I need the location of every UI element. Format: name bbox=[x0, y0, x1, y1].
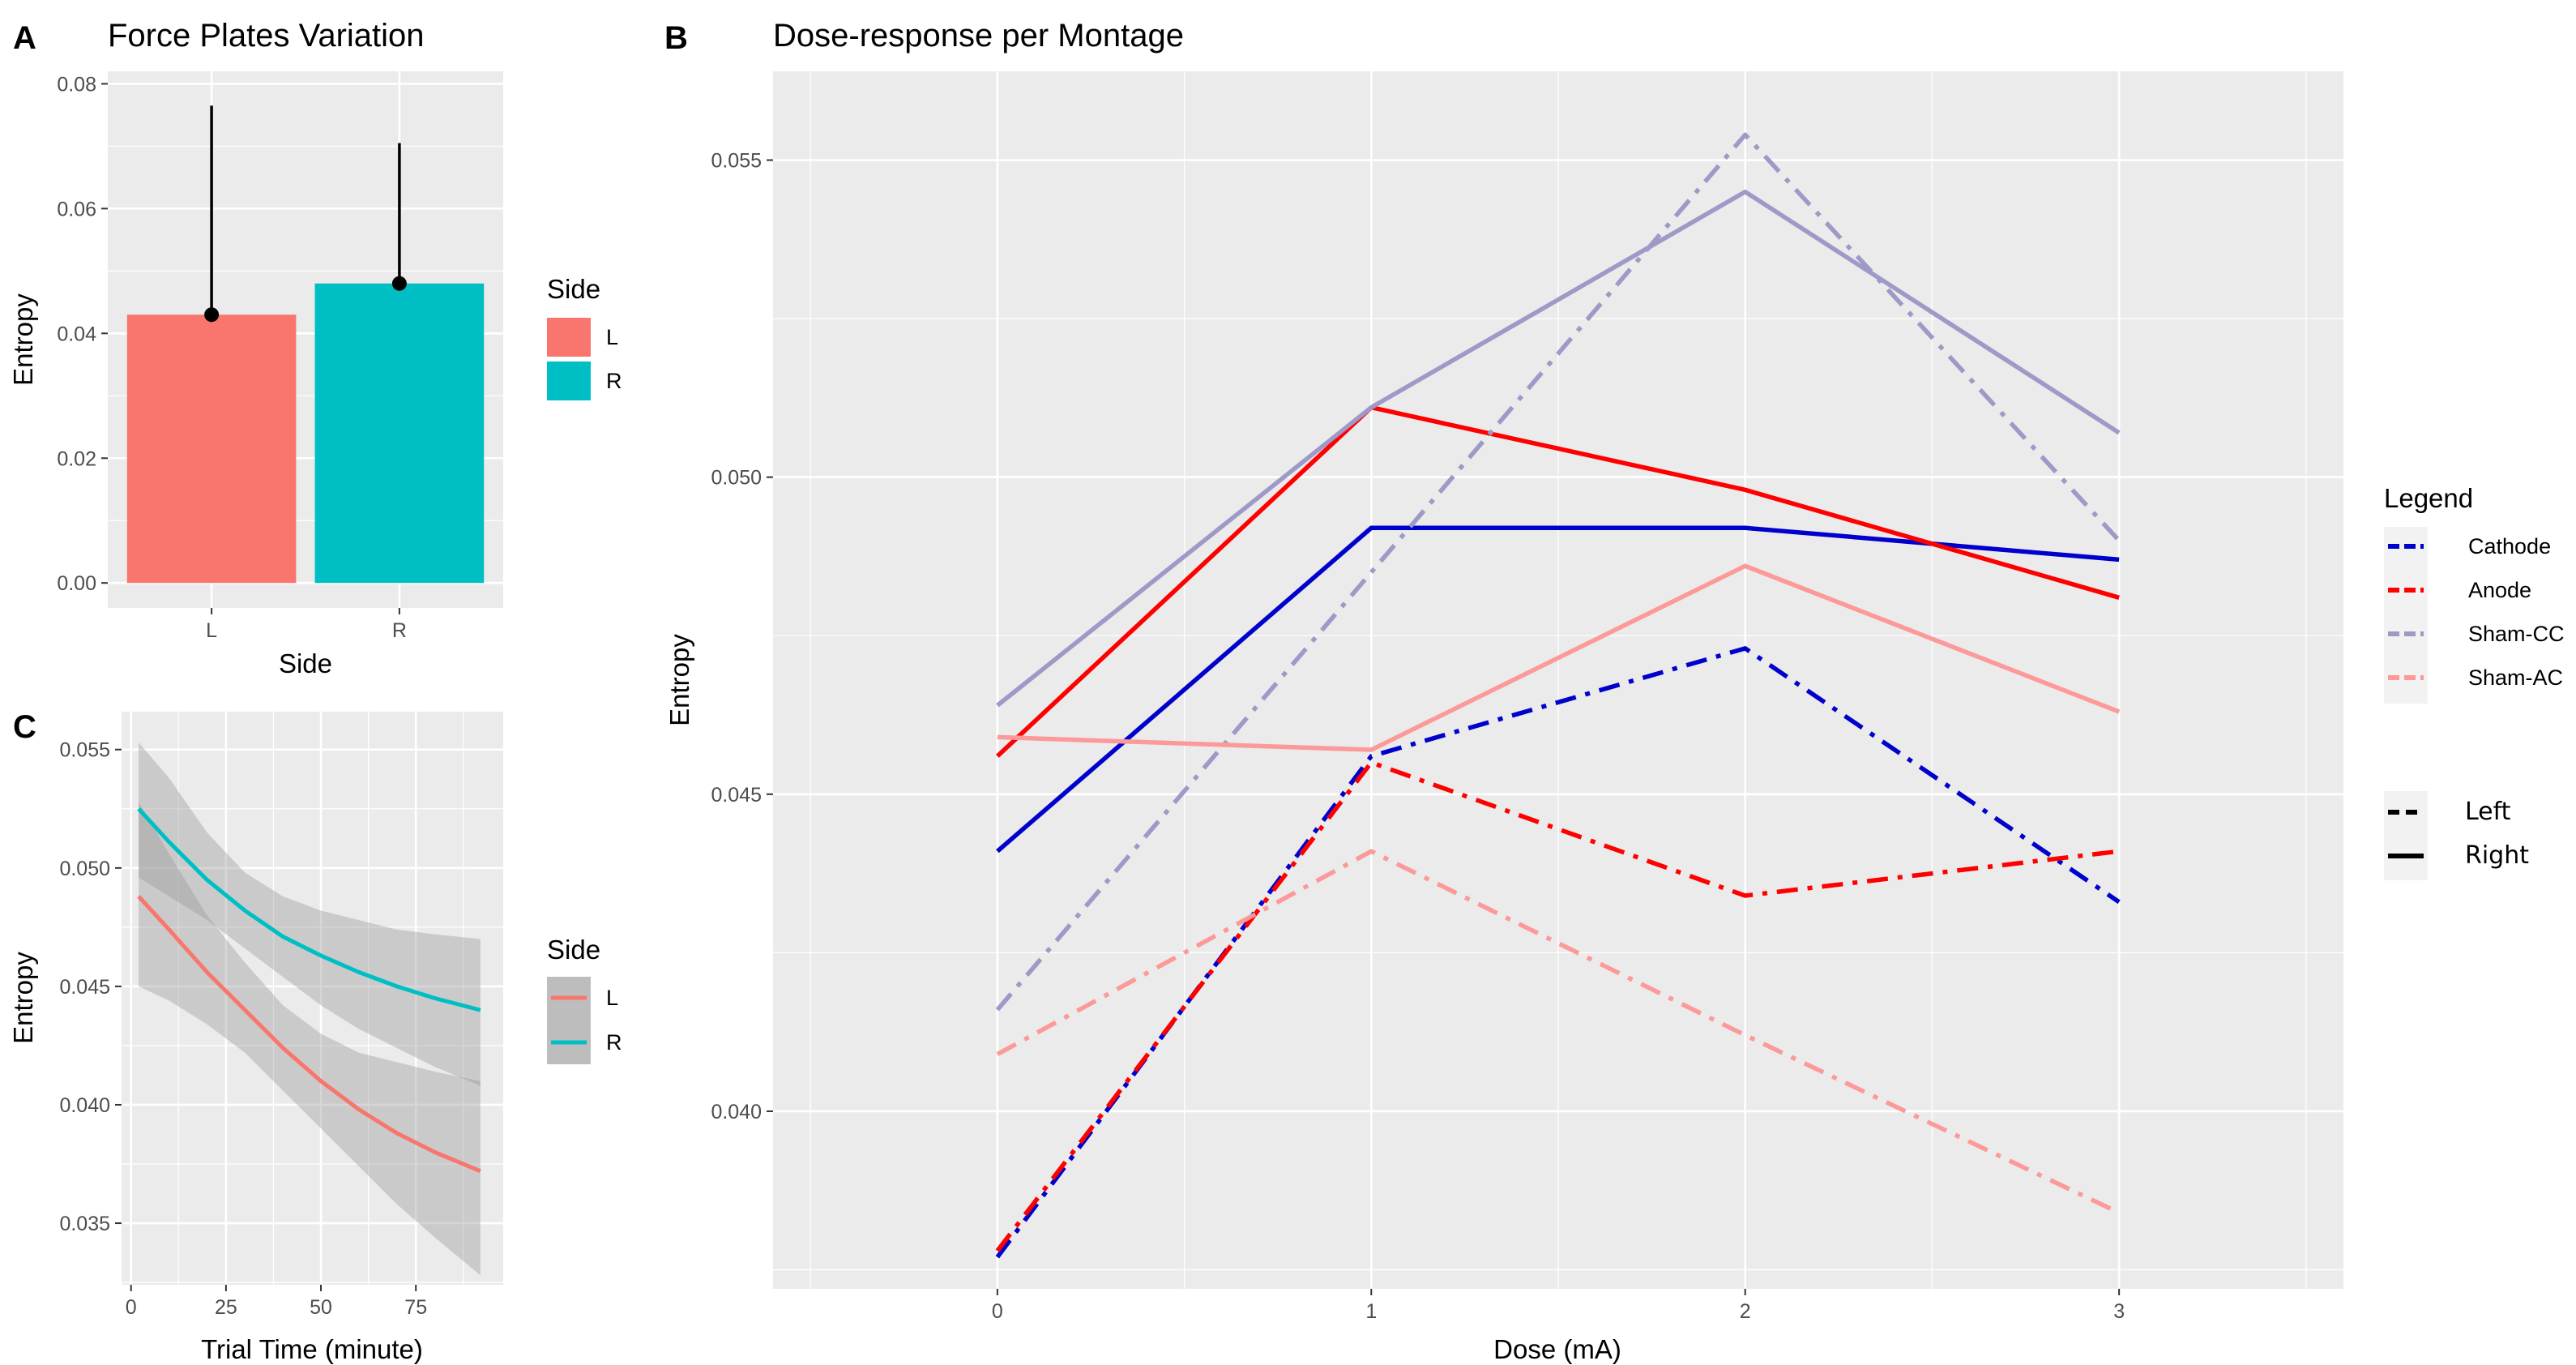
panel-b-ytick-label: 0.040 bbox=[711, 1101, 762, 1123]
panel-b-ytick-label: 0.045 bbox=[711, 784, 762, 807]
panel-a-xtick-label: L bbox=[206, 619, 217, 642]
panel-b-xtick-label: 3 bbox=[2113, 1300, 2125, 1323]
panel-b: B Dose-response per Montage 0.0400.0450.… bbox=[664, 18, 2565, 1364]
series-line-sham-cc-left bbox=[995, 132, 2121, 1012]
panel-a-ytick-label: 0.06 bbox=[57, 198, 96, 220]
panel-c-ytick-label: 0.045 bbox=[59, 976, 110, 999]
panel-c-legend-label-l: L bbox=[606, 986, 618, 1010]
panel-a-ytick-label: 0.04 bbox=[57, 323, 96, 345]
panel-a-legend-title: Side bbox=[547, 274, 600, 304]
bar-l bbox=[126, 315, 297, 584]
panel-b-ticks: 0.040 0.045 0.050 0.055 0 1 2 3 bbox=[711, 150, 2125, 1323]
series-line-sham-ac-right bbox=[997, 563, 2121, 752]
legend-label-sham-cc: Sham-CC bbox=[2468, 622, 2565, 646]
panel-a-tag: A bbox=[13, 20, 36, 56]
series-line-anode-left bbox=[995, 760, 2120, 1252]
panel-c-tag: C bbox=[13, 709, 36, 745]
panel-c-xtick-label: 25 bbox=[215, 1296, 237, 1319]
panel-c-legend-key-bg bbox=[547, 977, 591, 1064]
panel-a-ytick-label: 0.08 bbox=[57, 73, 96, 96]
smooth-line-l bbox=[137, 895, 481, 1174]
panel-c-ytick-label: 0.035 bbox=[59, 1213, 110, 1235]
panel-c-ticks: 0.035 0.040 0.045 0.050 0.055 0 25 50 75 bbox=[59, 739, 427, 1319]
series-line-cathode-left bbox=[995, 646, 2121, 1259]
panel-c-grid bbox=[122, 712, 503, 1285]
panel-a-legend-label-l: L bbox=[606, 325, 618, 349]
panel-a-legend: Side L R bbox=[547, 274, 622, 400]
panel-b-grid bbox=[773, 71, 2343, 1289]
legend-label-cathode: Cathode bbox=[2468, 534, 2551, 558]
panel-b-ylabel: Entropy bbox=[664, 634, 694, 726]
panel-c-ytick-label: 0.050 bbox=[59, 858, 110, 880]
series-line-sham-ac-left bbox=[996, 849, 2121, 1215]
panel-b-legend-linetype-bg bbox=[2384, 791, 2428, 880]
ci-band-r bbox=[139, 742, 481, 1086]
panel-b-legend: Legend Cathode Anode Sham-CC Sham-AC Lef… bbox=[2384, 483, 2565, 880]
panel-b-legend-key-bg bbox=[2384, 527, 2428, 704]
mean-point-r bbox=[391, 276, 407, 291]
panel-c-legend-title: Side bbox=[547, 935, 600, 965]
panel-b-xtick-label: 1 bbox=[1365, 1300, 1377, 1323]
panel-a: A Force Plates Variation 0.000.020.040.0… bbox=[8, 18, 622, 678]
panel-a-xtick-label: R bbox=[392, 619, 407, 642]
panel-a-ytick-label: 0.00 bbox=[57, 572, 96, 595]
legend-label-sham-ac: Sham-AC bbox=[2468, 665, 2563, 690]
series-line-sham-cc-right bbox=[996, 189, 2121, 708]
panel-c-ytick-label: 0.040 bbox=[59, 1094, 110, 1117]
panel-a-xlabel: Side bbox=[279, 648, 332, 678]
panel-a-ticks: 0.00 0.02 0.04 0.06 0.08 L R bbox=[57, 73, 407, 642]
bar-r bbox=[314, 283, 485, 584]
series-line-anode-right bbox=[995, 404, 2120, 758]
legend-label-right: Right bbox=[2465, 841, 2529, 870]
panel-b-title: Dose-response per Montage bbox=[773, 18, 1184, 53]
panel-c-legend: Side L R bbox=[547, 935, 622, 1064]
panel-b-lines bbox=[995, 132, 2121, 1259]
panel-a-legend-key-l bbox=[547, 318, 591, 357]
legend-label-left: Left bbox=[2465, 798, 2511, 826]
panel-c-xlabel: Trial Time (minute) bbox=[201, 1334, 423, 1364]
legend-label-anode: Anode bbox=[2468, 578, 2531, 602]
smooth-line-r bbox=[137, 807, 481, 1012]
panel-a-legend-label-r: R bbox=[606, 369, 622, 393]
panel-c-legend-label-r: R bbox=[606, 1030, 622, 1055]
panel-b-ytick-label: 0.050 bbox=[711, 467, 762, 490]
panel-b-legend-title: Legend bbox=[2384, 483, 2473, 513]
panel-c-ylabel: Entropy bbox=[8, 952, 38, 1044]
panel-a-ylabel: Entropy bbox=[8, 293, 38, 386]
panel-b-xlabel: Dose (mA) bbox=[1493, 1334, 1621, 1364]
panel-c-ytick-label: 0.055 bbox=[59, 739, 110, 762]
panel-a-legend-key-r bbox=[547, 362, 591, 400]
panel-c-smooth-lines bbox=[137, 742, 481, 1276]
panel-b-xtick-label: 2 bbox=[1740, 1300, 1751, 1323]
mean-point-l bbox=[204, 307, 220, 323]
ci-band-l bbox=[139, 802, 481, 1276]
panel-a-title: Force Plates Variation bbox=[108, 18, 425, 53]
panel-b-tag: B bbox=[664, 20, 688, 56]
panel-c-xtick-label: 50 bbox=[310, 1296, 332, 1319]
panel-c: C 0.035 0.040 0.045 0.050 0.055 0 25 50 75 Entro… bbox=[8, 709, 622, 1364]
panel-b-xtick-label: 0 bbox=[992, 1300, 1003, 1323]
panel-b-legend-keys bbox=[2388, 544, 2424, 858]
panel-b-ytick-label: 0.055 bbox=[711, 150, 762, 173]
panel-a-ytick-label: 0.02 bbox=[57, 447, 96, 470]
panel-c-xtick-label: 0 bbox=[126, 1296, 137, 1319]
panel-c-xtick-label: 75 bbox=[404, 1296, 427, 1319]
panel-a-bars bbox=[126, 105, 485, 584]
